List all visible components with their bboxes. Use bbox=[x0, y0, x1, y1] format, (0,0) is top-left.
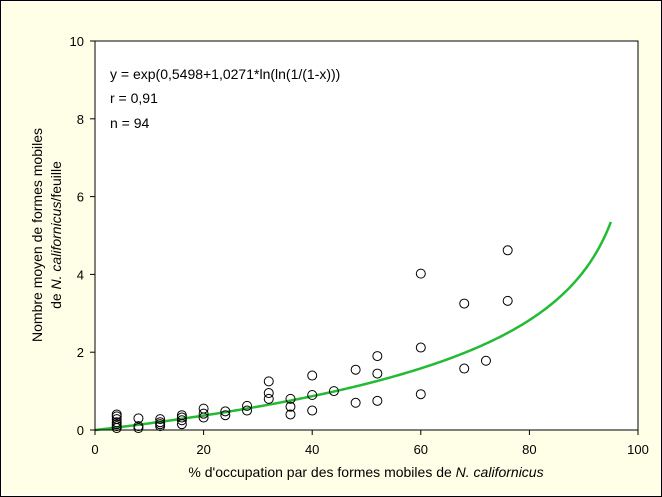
y-axis-label-line2-after: /feuille bbox=[48, 161, 64, 202]
data-point bbox=[480, 355, 491, 366]
y-tick-label: 0 bbox=[77, 423, 84, 438]
data-point bbox=[328, 386, 339, 397]
data-point bbox=[372, 368, 383, 379]
data-point bbox=[220, 410, 231, 421]
data-point bbox=[263, 388, 274, 399]
x-axis-label: % d'occupation par des formes mobiles de… bbox=[188, 464, 543, 480]
n-annotation: n = 94 bbox=[110, 115, 150, 131]
data-point bbox=[502, 245, 513, 256]
data-point bbox=[459, 363, 470, 374]
data-point bbox=[133, 413, 144, 424]
y-axis-label-species: N. californicus bbox=[48, 202, 64, 290]
x-tick-label: 80 bbox=[522, 442, 536, 457]
y-ticks: 0 2 4 6 8 10 bbox=[70, 34, 95, 438]
data-point bbox=[198, 403, 209, 414]
x-axis-label-text: % d'occupation par des formes mobiles de bbox=[188, 464, 455, 480]
plot-frame bbox=[95, 40, 639, 430]
data-point bbox=[263, 393, 274, 404]
data-point bbox=[285, 409, 296, 420]
y-tick-label: 8 bbox=[77, 112, 84, 127]
chart-marks bbox=[94, 221, 613, 434]
data-point bbox=[155, 414, 166, 425]
fit-curve bbox=[94, 221, 613, 432]
equation-annotation: y = exp(0,5498+1,0271*ln(ln(1/(1-x))) bbox=[110, 66, 340, 82]
data-point bbox=[350, 364, 361, 375]
x-tick-label: 40 bbox=[305, 442, 319, 457]
data-point bbox=[372, 351, 383, 362]
data-point bbox=[111, 414, 122, 425]
r-annotation: r = 0,91 bbox=[110, 90, 158, 106]
y-axis-label: Nombre moyen de formes mobiles de N. cal… bbox=[29, 128, 64, 342]
data-point bbox=[307, 370, 318, 381]
x-axis-label-species: N. californicus bbox=[456, 464, 544, 480]
plot-area bbox=[95, 41, 638, 430]
data-point bbox=[415, 389, 426, 400]
data-point bbox=[111, 409, 122, 420]
x-tick-label: 0 bbox=[91, 442, 98, 457]
data-point bbox=[307, 405, 318, 416]
y-tick-label: 4 bbox=[77, 267, 84, 282]
x-tick-label: 100 bbox=[627, 442, 649, 457]
data-point bbox=[307, 389, 318, 400]
data-point bbox=[285, 393, 296, 404]
y-tick-label: 6 bbox=[77, 190, 84, 205]
data-point bbox=[263, 376, 274, 387]
data-point bbox=[350, 397, 361, 408]
x-tick-label: 60 bbox=[414, 442, 428, 457]
y-tick-label: 2 bbox=[77, 345, 84, 360]
data-point bbox=[176, 410, 187, 421]
data-point bbox=[242, 405, 253, 416]
data-point bbox=[459, 298, 470, 309]
data-point bbox=[502, 295, 513, 306]
x-tick-label: 20 bbox=[196, 442, 210, 457]
y-tick-label: 10 bbox=[70, 34, 84, 49]
data-point bbox=[220, 406, 231, 417]
data-point bbox=[372, 395, 383, 406]
y-axis-label-line2: de N. californicus/feuille bbox=[48, 161, 64, 309]
data-point bbox=[176, 412, 187, 423]
data-point bbox=[198, 408, 209, 419]
data-point bbox=[133, 421, 144, 432]
data-point bbox=[415, 342, 426, 353]
y-axis-label-line1: Nombre moyen de formes mobiles bbox=[29, 128, 45, 342]
data-point bbox=[285, 401, 296, 412]
x-ticks: 0 20 40 60 80 100 bbox=[91, 430, 649, 457]
data-point bbox=[176, 415, 187, 426]
data-point bbox=[415, 268, 426, 279]
data-point bbox=[111, 417, 122, 428]
data-point bbox=[242, 400, 253, 411]
y-axis-label-line2-before: de bbox=[48, 289, 64, 308]
data-point bbox=[155, 417, 166, 428]
